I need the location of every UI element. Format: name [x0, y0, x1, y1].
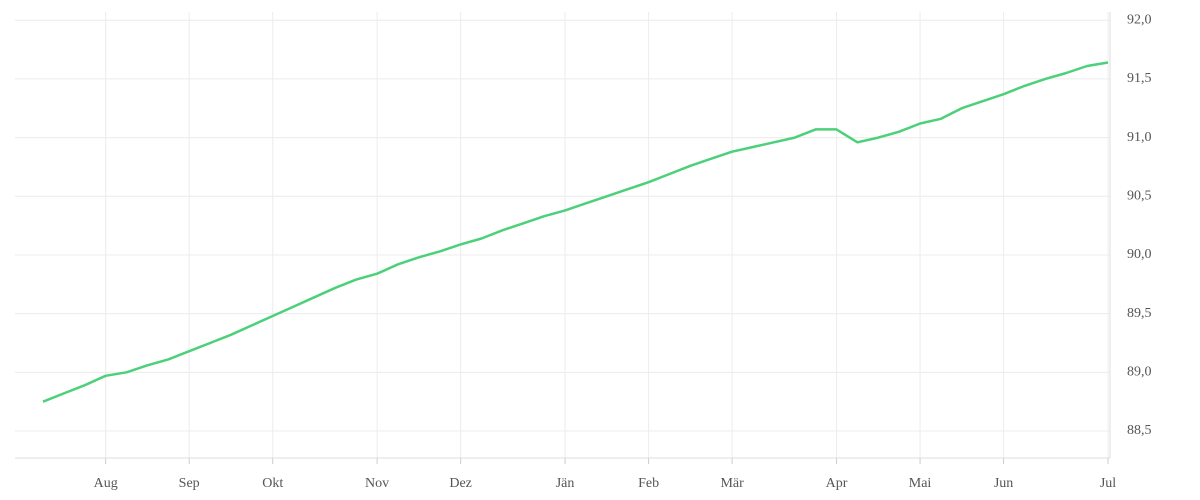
x-tick-label: Dez	[449, 476, 472, 491]
x-tick-label: Mai	[909, 476, 932, 491]
y-tick-label: 89,0	[1127, 365, 1152, 380]
x-tick-label: Okt	[262, 476, 283, 491]
x-tick-label: Aug	[94, 476, 118, 491]
y-tick-label: 90,0	[1127, 247, 1152, 262]
x-tick-label: Sep	[179, 476, 200, 491]
y-tick-label: 91,0	[1127, 130, 1152, 145]
y-tick-label: 91,5	[1127, 71, 1152, 86]
y-tick-label: 89,5	[1127, 306, 1152, 321]
y-tick-label: 92,0	[1127, 12, 1152, 27]
y-tick-label: 88,5	[1127, 423, 1152, 438]
x-tick-label: Jun	[994, 476, 1013, 491]
x-tick-label: Nov	[365, 476, 389, 491]
line	[42, 61, 1109, 403]
x-tick-label: Jän	[556, 476, 575, 491]
x-tick-label: Jul	[1100, 476, 1116, 491]
x-tick-label: Mär	[720, 476, 744, 491]
x-tick-label: Feb	[638, 476, 659, 491]
y-tick-label: 90,5	[1127, 188, 1152, 203]
x-tick-label: Apr	[826, 476, 848, 491]
